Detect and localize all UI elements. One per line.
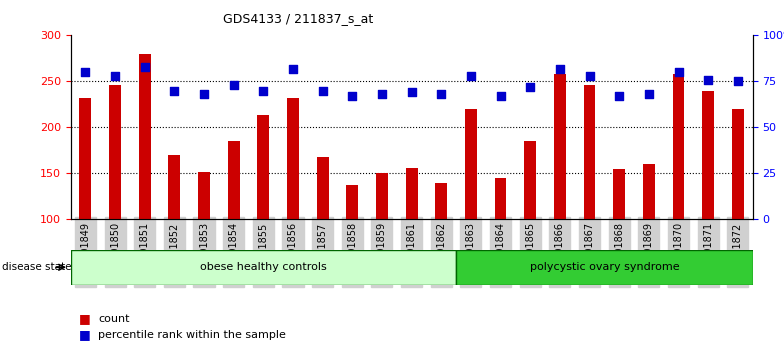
Point bbox=[376, 91, 388, 97]
Bar bbox=[702, 91, 714, 219]
Point bbox=[139, 64, 151, 69]
Point bbox=[672, 69, 684, 75]
Bar bbox=[554, 74, 566, 219]
Bar bbox=[732, 109, 744, 219]
Bar bbox=[583, 85, 596, 219]
Bar bbox=[109, 85, 121, 219]
Text: GDS4133 / 211837_s_at: GDS4133 / 211837_s_at bbox=[223, 12, 373, 25]
Bar bbox=[524, 141, 536, 219]
Point bbox=[613, 93, 626, 99]
Point bbox=[79, 69, 92, 75]
Point bbox=[731, 79, 744, 84]
Bar bbox=[643, 164, 655, 219]
Bar bbox=[79, 98, 91, 219]
Bar bbox=[435, 183, 447, 219]
Bar bbox=[257, 115, 269, 219]
Text: ■: ■ bbox=[78, 312, 90, 325]
Point bbox=[643, 91, 655, 97]
Text: polycystic ovary syndrome: polycystic ovary syndrome bbox=[529, 262, 679, 272]
Point bbox=[346, 93, 358, 99]
Bar bbox=[287, 98, 299, 219]
Point bbox=[405, 90, 418, 95]
Point bbox=[435, 91, 448, 97]
Point bbox=[494, 93, 506, 99]
Bar bbox=[227, 141, 240, 219]
Point bbox=[168, 88, 180, 93]
Bar bbox=[139, 54, 151, 219]
Bar bbox=[198, 172, 210, 219]
Text: ■: ■ bbox=[78, 328, 90, 341]
Bar bbox=[376, 173, 388, 219]
Point bbox=[287, 66, 299, 72]
Bar bbox=[673, 74, 684, 219]
Point bbox=[583, 73, 596, 79]
Point bbox=[257, 88, 270, 93]
Bar bbox=[169, 155, 180, 219]
Point bbox=[317, 88, 329, 93]
Point bbox=[109, 73, 122, 79]
Bar bbox=[465, 109, 477, 219]
Bar bbox=[347, 184, 358, 219]
Bar bbox=[495, 178, 506, 219]
Text: count: count bbox=[98, 314, 129, 324]
Point bbox=[227, 82, 240, 88]
Point bbox=[524, 84, 536, 90]
Bar bbox=[405, 168, 418, 219]
Bar bbox=[71, 250, 456, 285]
Bar bbox=[613, 169, 625, 219]
Text: percentile rank within the sample: percentile rank within the sample bbox=[98, 330, 286, 339]
Point bbox=[198, 91, 210, 97]
Point bbox=[702, 77, 714, 82]
Bar bbox=[317, 157, 328, 219]
Text: obese healthy controls: obese healthy controls bbox=[200, 262, 327, 272]
Bar bbox=[456, 250, 753, 285]
Point bbox=[465, 73, 477, 79]
Point bbox=[554, 66, 566, 72]
Text: disease state: disease state bbox=[2, 262, 71, 272]
